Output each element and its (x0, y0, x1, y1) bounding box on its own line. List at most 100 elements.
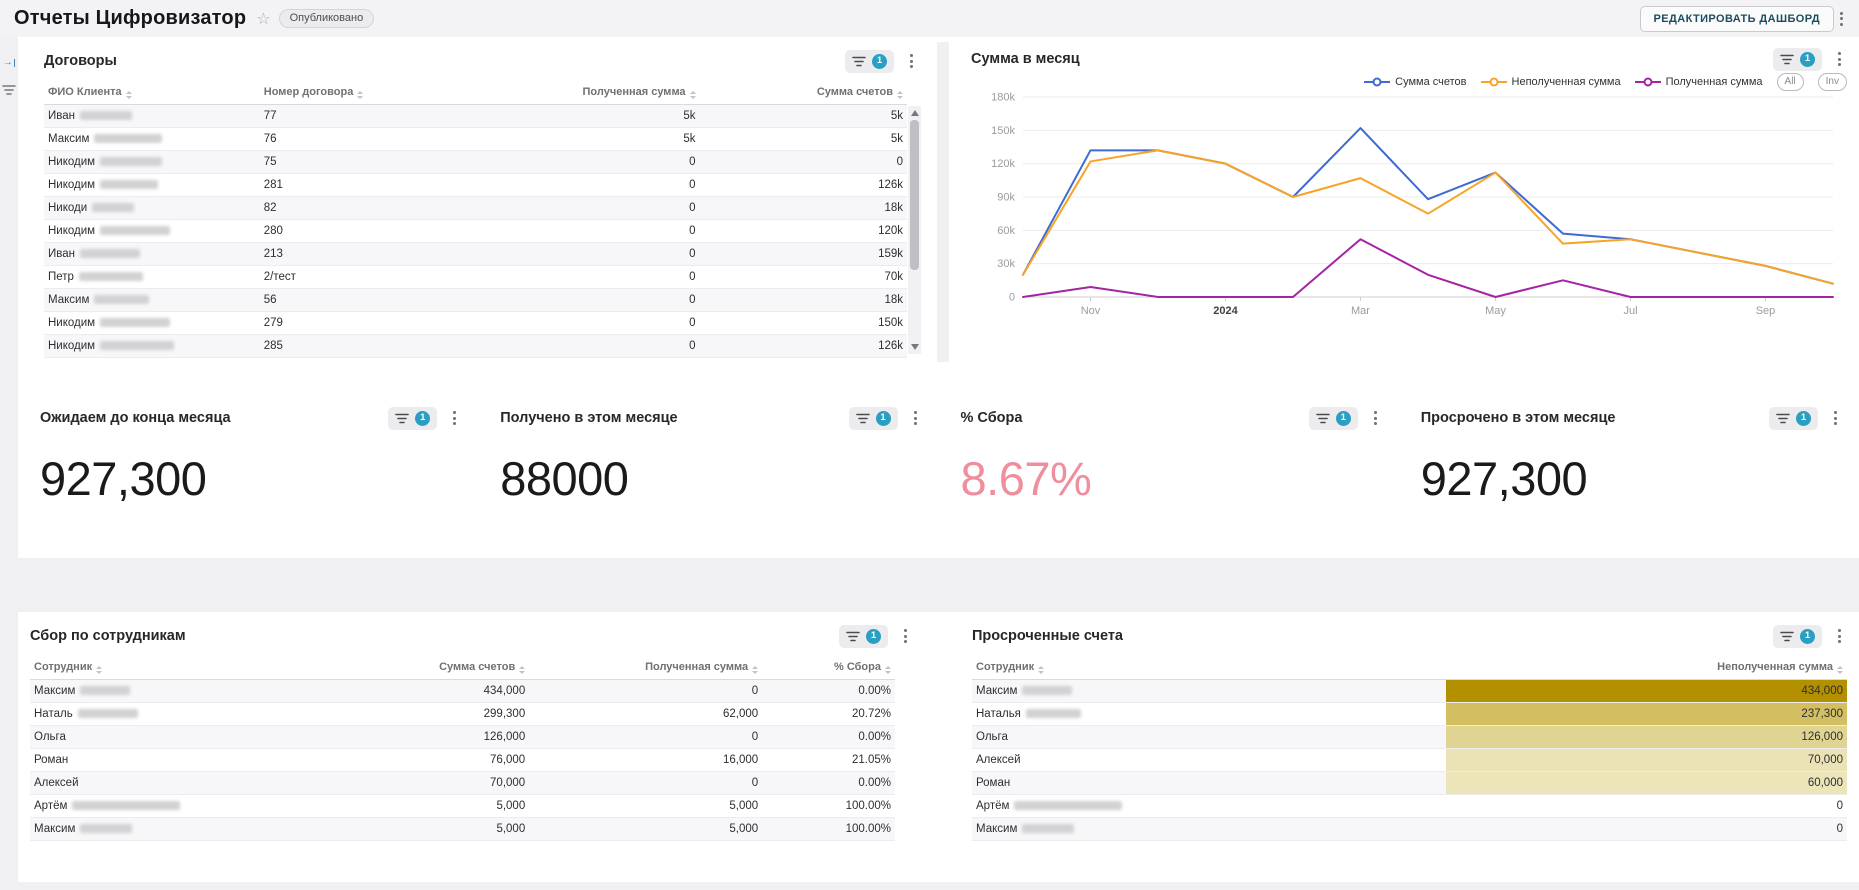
kebab-menu-icon[interactable] (1832, 48, 1847, 70)
monthly-sum-chart[interactable]: 0 30k 60k 90k 120k 150k 180k Nov 2024 Mar May Jul Se… (971, 91, 1845, 323)
overdue-panel: Просроченные счета 1 Сотрудник Неполучен… (954, 612, 1859, 882)
svg-text:30k: 30k (997, 258, 1015, 270)
table-row[interactable]: Ольга 126,000 0 0.00% (30, 725, 895, 749)
client-name-cell: Петр (44, 265, 260, 289)
table-row[interactable]: Никодим 281 0 126k (44, 173, 907, 197)
scroll-down-icon[interactable] (910, 344, 919, 350)
table-row[interactable]: Максим 0 (972, 817, 1847, 841)
table-row[interactable]: Наталья 237,300 (972, 702, 1847, 726)
col-header-employee[interactable]: Сотрудник (972, 656, 1447, 680)
legend-inv-button[interactable]: Inv (1817, 73, 1847, 91)
table-row[interactable]: Роман 60,000 (972, 771, 1847, 795)
invoices-sum-cell: 126,000 (371, 725, 530, 749)
expand-panel-icon[interactable]: → (3, 58, 16, 68)
filter-icon (846, 631, 860, 641)
legend-item[interactable]: Сумма счетов (1364, 76, 1467, 88)
table-row[interactable]: Наталь 299,300 62,000 20.72% (30, 702, 895, 726)
col-header-received-sum[interactable]: Полученная сумма (492, 81, 700, 105)
table-row[interactable]: Артём 0 (972, 794, 1847, 818)
legend-label: Сумма счетов (1395, 76, 1467, 88)
kebab-menu-icon[interactable] (1368, 407, 1383, 429)
table-row[interactable]: Алексей 70,000 0 0.00% (30, 771, 895, 795)
page-title: Отчеты Цифровизатор (14, 7, 247, 29)
col-header-employee[interactable]: Сотрудник (30, 656, 372, 680)
person-name: Максим (48, 132, 90, 145)
favorite-star-icon[interactable]: ☆ (256, 10, 271, 28)
person-name: Артём (976, 799, 1010, 812)
table-row[interactable]: Никодим 279 0 150k (44, 311, 907, 335)
unreceived-sum-cell: 60,000 (1446, 771, 1847, 795)
overdue-panel-title: Просроченные счета (972, 628, 1123, 644)
kebab-menu-icon[interactable] (908, 407, 923, 429)
table-row[interactable]: Петр 2/тест 0 70k (44, 265, 907, 289)
redacted-text (78, 271, 143, 281)
table-scrollbar[interactable] (908, 106, 921, 354)
filter-button[interactable]: 1 (1773, 47, 1822, 71)
col-header-contract-number[interactable]: Номер договора (259, 81, 493, 105)
svg-text:2024: 2024 (1213, 305, 1238, 317)
invoices-sum-cell: 70k (699, 265, 907, 289)
kebab-menu-icon[interactable] (447, 407, 462, 429)
table-row[interactable]: Максим 434,000 0 0.00% (30, 679, 895, 703)
received-sum-cell: 0 (492, 265, 700, 289)
scroll-thumb[interactable] (910, 120, 919, 270)
kebab-menu-icon[interactable] (1832, 625, 1847, 647)
client-name-cell: Никоди (44, 196, 260, 220)
kebab-menu-icon[interactable] (1828, 407, 1843, 429)
table-row[interactable]: Максим 5,000 5,000 100.00% (30, 817, 895, 841)
kpi-value: 8.67% (960, 452, 1092, 505)
sort-icon (96, 666, 103, 674)
col-header-unreceived-sum[interactable]: Неполученная сумма (1446, 656, 1847, 680)
filter-button[interactable]: 1 (1773, 624, 1822, 648)
table-row[interactable]: Никодим 280 0 120k (44, 219, 907, 243)
legend-item[interactable]: Полученная сумма (1634, 76, 1763, 88)
filters-rail-icon[interactable] (2, 83, 16, 101)
col-header-collection-pct[interactable]: % Сбора (762, 656, 895, 680)
table-row[interactable]: Максим 56 0 18k (44, 288, 907, 312)
table-row[interactable]: Иван 213 0 159k (44, 242, 907, 266)
left-rail: → (0, 37, 18, 890)
client-name-cell: Иван (44, 242, 260, 266)
filter-button[interactable]: 1 (848, 406, 898, 430)
filter-button[interactable]: 1 (845, 49, 894, 73)
legend-item[interactable]: Неполученная сумма (1480, 76, 1621, 88)
bottom-section: Сбор по сотрудникам 1 Сотрудник Сумма сч… (18, 612, 1859, 882)
legend-marker-icon (1480, 77, 1507, 87)
filter-icon (852, 56, 866, 66)
received-sum-cell: 0 (492, 334, 700, 358)
col-header-client[interactable]: ФИО Клиента (44, 81, 260, 105)
table-row[interactable]: Иван 77 5k 5k (44, 104, 907, 128)
header-kebab-menu-icon[interactable] (1834, 8, 1849, 30)
legend-all-button[interactable]: All (1776, 73, 1804, 91)
sort-icon (897, 91, 903, 99)
redacted-text (100, 340, 175, 350)
edit-dashboard-button[interactable]: РЕДАКТИРОВАТЬ ДАШБОРД (1639, 5, 1834, 32)
table-row[interactable]: Никоди 82 0 18k (44, 196, 907, 220)
filter-button[interactable]: 1 (1308, 406, 1358, 430)
table-row[interactable]: Максим 76 5k 5k (44, 127, 907, 151)
filter-button[interactable]: 1 (839, 624, 888, 648)
col-header-invoices-sum[interactable]: Сумма счетов (371, 656, 530, 680)
col-header-received-sum[interactable]: Полученная сумма (529, 656, 763, 680)
table-row[interactable]: Никодим 285 0 126k (44, 334, 907, 358)
filter-button[interactable]: 1 (388, 406, 438, 430)
table-row[interactable]: Никодим 75 0 0 (44, 150, 907, 174)
legend-marker-icon (1364, 77, 1391, 87)
person-name: Роман (976, 776, 1011, 789)
table-row[interactable]: Максим 434,000 (972, 679, 1847, 703)
kebab-menu-icon[interactable] (898, 625, 913, 647)
overdue-tbody: Максим 434,000 Наталья 237,300 Ольга 126,000 А… (972, 679, 1847, 841)
person-name: Ольга (976, 730, 1008, 743)
kebab-menu-icon[interactable] (904, 50, 919, 72)
col-header-invoices-sum[interactable]: Сумма счетов (699, 81, 907, 105)
employee-name-cell: Артём (972, 794, 1447, 818)
table-row[interactable]: Ольга 126,000 (972, 725, 1847, 749)
person-name: Алексей (976, 753, 1021, 766)
invoices-sum-cell: 159k (699, 242, 907, 266)
redacted-text (1022, 823, 1075, 833)
table-row[interactable]: Артём 5,000 5,000 100.00% (30, 794, 895, 818)
scroll-up-icon[interactable] (910, 110, 919, 116)
table-row[interactable]: Роман 76,000 16,000 21.05% (30, 748, 895, 772)
filter-button[interactable]: 1 (1769, 406, 1818, 430)
table-row[interactable]: Алексей 70,000 (972, 748, 1847, 772)
